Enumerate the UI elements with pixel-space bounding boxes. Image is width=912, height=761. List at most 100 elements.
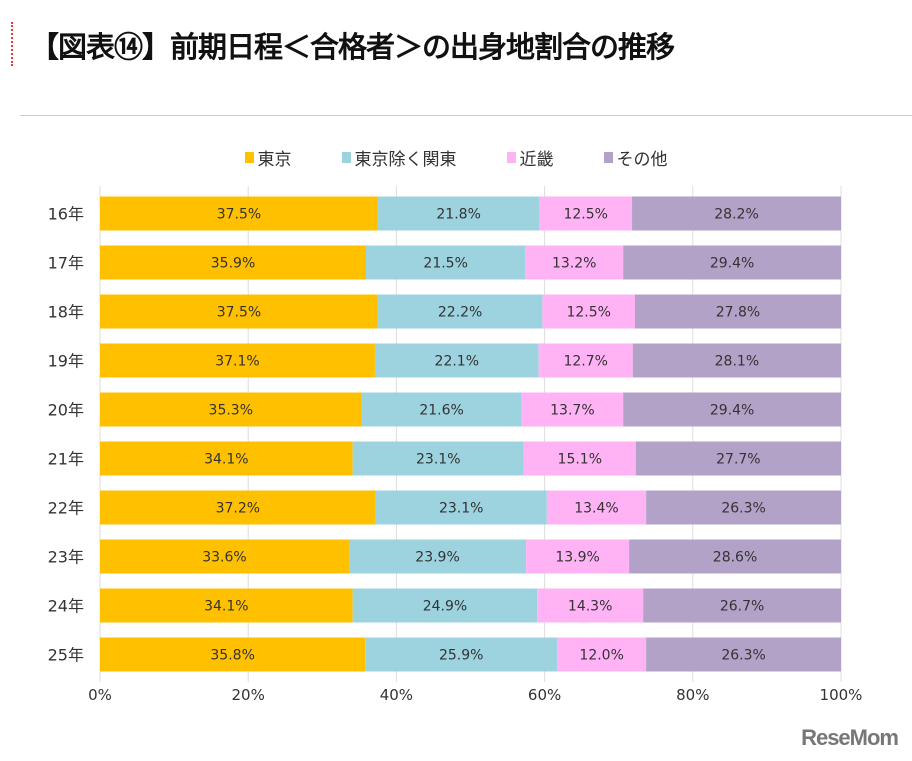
title-accent: [11, 22, 16, 66]
legend-swatch: [603, 152, 613, 163]
data-label: 26.3%: [721, 501, 765, 517]
legend-swatch: [506, 152, 516, 163]
data-label: 23.1%: [439, 501, 483, 517]
bar-segment: [100, 294, 378, 329]
data-label: 22.2%: [438, 305, 482, 321]
data-label: 23.1%: [416, 452, 460, 468]
data-label: 35.8%: [210, 648, 254, 664]
data-label: 21.8%: [436, 207, 480, 223]
bar-segment: [523, 441, 636, 476]
bar-segment: [100, 490, 376, 525]
bar-segment: [546, 490, 647, 525]
legend-swatch: [244, 152, 254, 163]
data-label: 29.4%: [710, 403, 754, 419]
bar-segment: [377, 196, 540, 231]
data-label: 12.0%: [579, 648, 623, 664]
divider: [20, 115, 912, 116]
y-tick-label: 21年: [48, 450, 84, 469]
data-label: 34.1%: [204, 452, 248, 468]
bar-segment: [374, 343, 539, 378]
bar-segment: [361, 392, 522, 427]
y-tick-label: 19年: [48, 352, 84, 371]
bar-segment: [525, 245, 624, 280]
page-title: 【図表⑭】前期日程＜合格者＞の出身地割合の推移: [30, 30, 675, 64]
bar-segment: [629, 539, 841, 574]
data-label: 12.5%: [566, 305, 610, 321]
bar-segment: [100, 343, 375, 378]
legend-label: 東京: [257, 150, 292, 170]
bar-segment: [100, 539, 349, 574]
data-label: 27.7%: [716, 452, 760, 468]
y-tick-label: 16年: [48, 205, 84, 224]
y-tick-label: 23年: [48, 548, 84, 567]
data-label: 27.8%: [716, 305, 760, 321]
bar-segment: [352, 588, 538, 623]
legend-item: 東京除く関東: [341, 145, 457, 170]
y-tick-label: 18年: [48, 303, 84, 322]
legend-item: 東京: [244, 145, 292, 170]
bar-segment: [526, 539, 630, 574]
data-label: 12.7%: [563, 354, 607, 370]
bar-segment: [643, 588, 841, 623]
data-label: 26.3%: [721, 648, 765, 664]
x-tick-label: 40%: [380, 686, 413, 704]
data-label: 28.1%: [715, 354, 759, 370]
bar-segment: [375, 490, 547, 525]
resemom-logo: ReseMom: [801, 725, 899, 750]
legend-item: 近畿: [506, 145, 554, 170]
y-tick-label: 20年: [48, 401, 84, 420]
data-label: 35.3%: [209, 403, 253, 419]
y-tick-label: 24年: [48, 597, 84, 616]
data-label: 24.9%: [423, 599, 467, 615]
bar-segment: [646, 490, 841, 525]
data-label: 21.6%: [419, 403, 463, 419]
bar-segment: [100, 588, 353, 623]
bar-segment: [100, 245, 367, 280]
x-tick-label: 0%: [88, 686, 112, 704]
bar-segment: [100, 196, 378, 231]
bar-segment: [100, 441, 353, 476]
legend-swatch: [341, 152, 351, 163]
bar-segment: [557, 637, 647, 672]
bar-segment: [632, 196, 841, 231]
data-label: 22.1%: [435, 354, 479, 370]
legend-label: 東京除く関東: [354, 150, 457, 170]
data-label: 26.7%: [720, 599, 764, 615]
x-tick-label: 100%: [820, 686, 863, 704]
data-label: 29.4%: [710, 256, 754, 272]
data-label: 23.9%: [415, 550, 459, 566]
bar-segment: [348, 539, 527, 574]
data-label: 34.1%: [204, 599, 248, 615]
data-label: 28.6%: [713, 550, 757, 566]
bar-segment: [646, 637, 841, 672]
data-label: 13.7%: [550, 403, 594, 419]
data-label: 28.2%: [714, 207, 758, 223]
data-label: 37.1%: [215, 354, 259, 370]
x-tick-label: 60%: [528, 686, 561, 704]
bar-segment: [538, 343, 633, 378]
data-label: 33.6%: [202, 550, 246, 566]
legend-label: その他: [616, 150, 668, 170]
bar-segment: [539, 196, 633, 231]
data-label: 14.3%: [568, 599, 612, 615]
bar-segment: [537, 588, 644, 623]
data-label: 13.2%: [552, 256, 596, 272]
bar-segment: [100, 392, 362, 427]
bar-segment: [632, 343, 841, 378]
y-tick-label: 17年: [48, 254, 84, 273]
data-label: 25.9%: [439, 648, 483, 664]
legend-item: その他: [603, 145, 668, 170]
bar-segment: [635, 441, 841, 476]
data-label: 15.1%: [558, 452, 602, 468]
bar-segment: [542, 294, 636, 329]
x-tick-label: 80%: [676, 686, 709, 704]
y-tick-label: 25年: [48, 646, 84, 665]
bar-segment: [521, 392, 624, 427]
bar-segment: [366, 245, 526, 280]
x-tick-label: 20%: [232, 686, 265, 704]
data-label: 12.5%: [563, 207, 607, 223]
legend-label: 近畿: [519, 150, 554, 170]
bar-segment: [365, 637, 558, 672]
bar-segment: [100, 637, 366, 672]
